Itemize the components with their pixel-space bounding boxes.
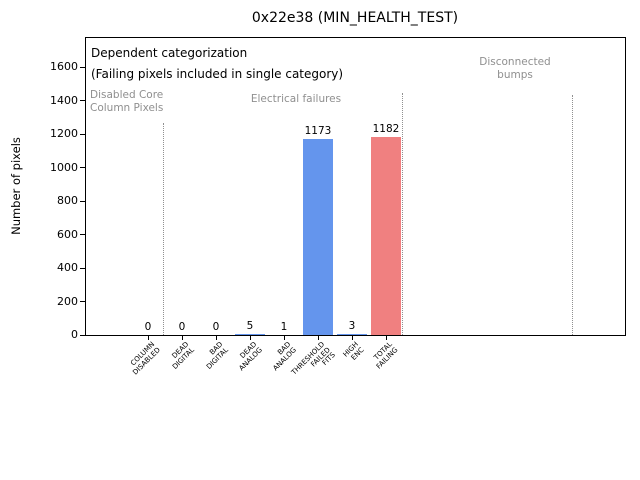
y-tick-mark (80, 66, 85, 68)
bar-value-label: 1173 (304, 125, 332, 137)
y-tick-label: 1000 (50, 160, 78, 174)
chart-title: 0x22e38 (MIN_HEALTH_TEST) (251, 10, 459, 26)
x-tick-label: BAD DIGITAL (204, 340, 230, 371)
x-tick-label: DEAD ANALOG (236, 340, 264, 373)
y-tick-mark (80, 200, 85, 202)
y-tick-mark (80, 334, 85, 336)
y-tick-label: 600 (57, 227, 78, 241)
x-tick-label: TOTAL FAILING (372, 340, 400, 371)
bar-dead-analog (235, 334, 265, 335)
x-tick-label: DEAD DIGITAL (170, 340, 196, 371)
annotation-dependent-categorization: Dependent categorization (91, 46, 248, 60)
y-tick-label: 1200 (50, 127, 78, 141)
bar-value-label: 0 (178, 321, 186, 333)
y-tick-mark (80, 100, 85, 102)
x-tick-label: HIGH ENC (341, 340, 366, 362)
category-separator-line (402, 93, 403, 335)
plot-area (85, 37, 626, 336)
x-tick-mark (317, 336, 319, 340)
y-tick-label: 1400 (50, 93, 78, 107)
x-tick-mark (181, 336, 183, 340)
y-tick-mark (80, 167, 85, 169)
x-tick-mark (283, 336, 285, 340)
x-tick-label: THRESHOLD FAILED FITS (289, 340, 337, 377)
y-axis-label: Number of pixels (9, 137, 23, 235)
y-tick-mark (80, 234, 85, 236)
bar-value-label: 0 (144, 321, 152, 333)
category-separator-line (163, 123, 164, 335)
x-tick-mark (147, 336, 149, 340)
bar-high-enc (337, 334, 367, 335)
bar-threshold-failed-fits (303, 139, 333, 335)
annotation-region-disconnected: Disconnected bumps (479, 56, 551, 82)
x-tick-mark (249, 336, 251, 340)
y-tick-mark (80, 267, 85, 269)
y-tick-mark (80, 301, 85, 303)
category-separator-line (572, 95, 573, 335)
x-tick-mark (385, 336, 387, 340)
y-tick-label: 200 (57, 294, 78, 308)
annotation-region-electrical: Electrical failures (250, 93, 342, 105)
y-tick-label: 0 (71, 328, 78, 341)
x-tick-mark (351, 336, 353, 340)
bar-value-label: 1182 (372, 123, 400, 135)
x-tick-label: COLUMN DISABLED (128, 340, 162, 377)
bar-value-label: 5 (246, 320, 254, 332)
y-tick-label: 1600 (50, 60, 78, 74)
bar-value-label: 3 (348, 320, 356, 332)
annotation-region-disabled-core: Disabled Core Column Pixels (90, 89, 164, 115)
x-tick-mark (215, 336, 217, 340)
bar-value-label: 0 (212, 321, 220, 333)
bar-total-failing (371, 137, 401, 335)
y-tick-label: 800 (57, 194, 78, 208)
annotation-failing-note: (Failing pixels included in single categ… (91, 67, 344, 81)
y-tick-label: 400 (57, 261, 78, 275)
y-tick-mark (80, 133, 85, 135)
bar-value-label: 1 (280, 321, 288, 333)
